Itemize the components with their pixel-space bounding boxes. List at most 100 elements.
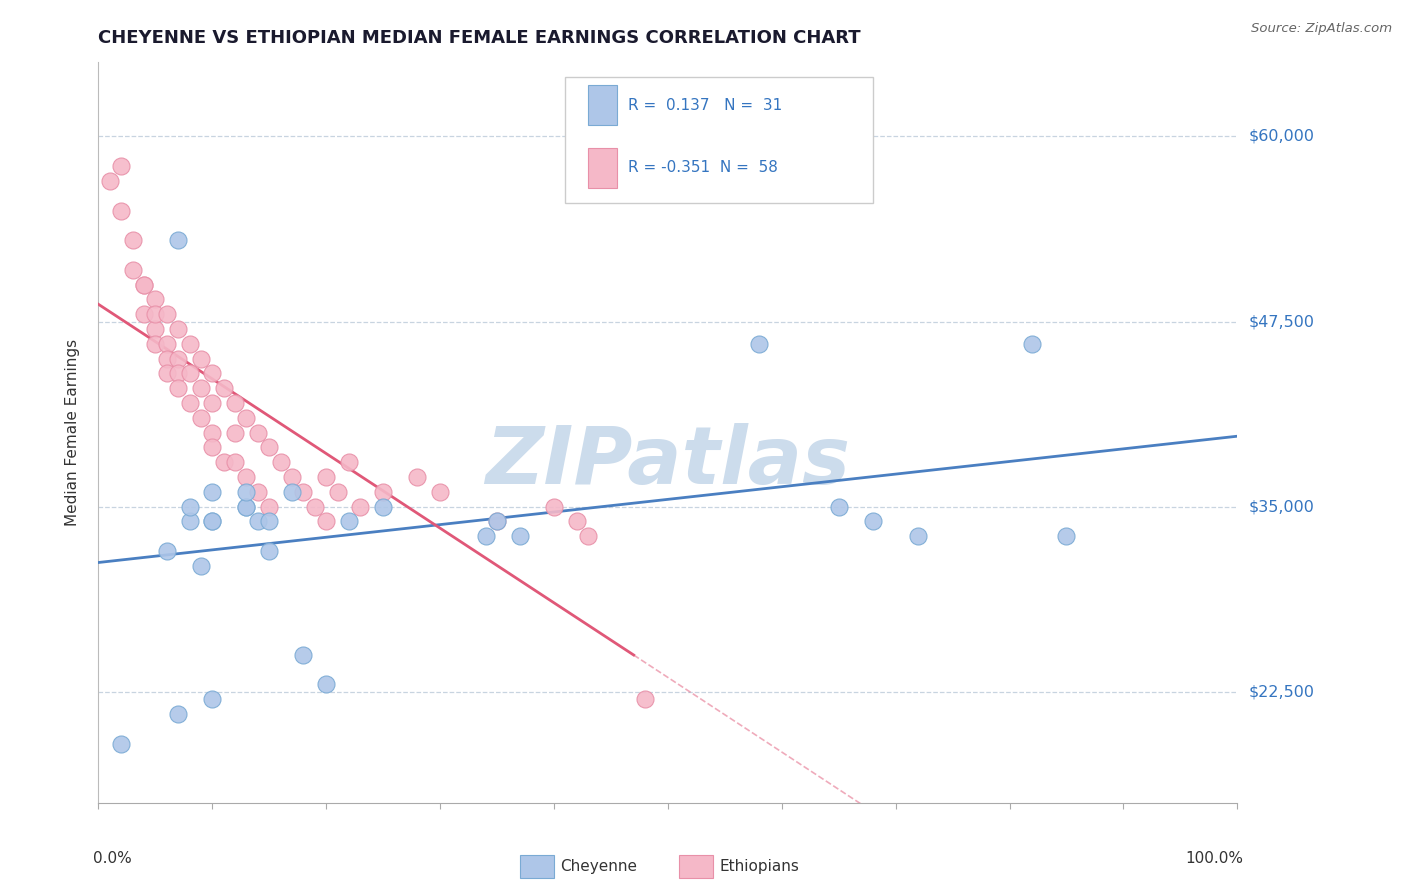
Point	[371, 500, 394, 514]
Text: CHEYENNE VS ETHIOPIAN MEDIAN FEMALE EARNINGS CORRELATION CHART: CHEYENNE VS ETHIOPIAN MEDIAN FEMALE EARN…	[98, 29, 860, 47]
Point	[1054, 529, 1078, 543]
Point	[132, 277, 155, 292]
Point	[235, 484, 257, 499]
Point	[156, 367, 179, 381]
Point	[145, 307, 167, 321]
Point	[315, 470, 337, 484]
Point	[156, 307, 179, 321]
Point	[576, 529, 599, 543]
Point	[224, 396, 246, 410]
Point	[110, 737, 132, 751]
FancyBboxPatch shape	[679, 855, 713, 879]
Point	[281, 470, 304, 484]
FancyBboxPatch shape	[588, 147, 617, 188]
Point	[179, 336, 201, 351]
Text: R = -0.351  N =  58: R = -0.351 N = 58	[628, 161, 778, 176]
FancyBboxPatch shape	[588, 85, 617, 126]
Point	[121, 233, 143, 247]
Point	[167, 381, 190, 395]
Point	[201, 425, 224, 440]
Point	[190, 558, 212, 573]
Point	[304, 500, 326, 514]
Point	[235, 500, 257, 514]
Text: 0.0%: 0.0%	[93, 851, 132, 866]
Point	[337, 515, 360, 529]
Point	[110, 203, 132, 218]
Text: R =  0.137   N =  31: R = 0.137 N = 31	[628, 97, 782, 112]
Point	[634, 692, 657, 706]
Point	[235, 500, 257, 514]
Point	[132, 307, 155, 321]
Point	[201, 367, 224, 381]
Point	[190, 351, 212, 366]
Point	[246, 515, 269, 529]
Point	[281, 484, 304, 499]
Point	[201, 515, 224, 529]
Point	[132, 277, 155, 292]
Point	[224, 425, 246, 440]
Point	[156, 336, 179, 351]
Point	[190, 381, 212, 395]
Point	[201, 692, 224, 706]
Text: $35,000: $35,000	[1249, 500, 1315, 514]
Point	[212, 381, 235, 395]
Point	[167, 322, 190, 336]
Point	[543, 500, 565, 514]
Point	[509, 529, 531, 543]
Point	[110, 159, 132, 173]
FancyBboxPatch shape	[520, 855, 554, 879]
Point	[235, 410, 257, 425]
Point	[349, 500, 371, 514]
Text: Cheyenne: Cheyenne	[560, 859, 637, 874]
Point	[156, 544, 179, 558]
Point	[371, 484, 394, 499]
Point	[429, 484, 451, 499]
Point	[167, 706, 190, 721]
Text: $47,500: $47,500	[1249, 314, 1315, 329]
Point	[1021, 336, 1043, 351]
Point	[292, 648, 315, 662]
Point	[201, 396, 224, 410]
Point	[270, 455, 292, 469]
Point	[190, 410, 212, 425]
Point	[315, 677, 337, 691]
Point	[259, 441, 281, 455]
Point	[145, 336, 167, 351]
Text: ZIPatlas: ZIPatlas	[485, 423, 851, 501]
Point	[167, 233, 190, 247]
Point	[474, 529, 496, 543]
Point	[565, 515, 588, 529]
Point	[259, 500, 281, 514]
Text: Ethiopians: Ethiopians	[718, 859, 799, 874]
Point	[121, 262, 143, 277]
Point	[326, 484, 349, 499]
Point	[98, 174, 121, 188]
Point	[167, 367, 190, 381]
Point	[486, 515, 509, 529]
Point	[292, 484, 315, 499]
Point	[201, 484, 224, 499]
Point	[179, 396, 201, 410]
Point	[156, 351, 179, 366]
FancyBboxPatch shape	[565, 78, 873, 203]
Point	[246, 425, 269, 440]
Point	[259, 544, 281, 558]
Point	[235, 470, 257, 484]
Point	[337, 455, 360, 469]
Point	[179, 367, 201, 381]
Point	[179, 515, 201, 529]
Point	[486, 515, 509, 529]
Text: Source: ZipAtlas.com: Source: ZipAtlas.com	[1251, 22, 1392, 36]
Point	[145, 322, 167, 336]
Point	[201, 441, 224, 455]
Point	[315, 515, 337, 529]
Point	[167, 351, 190, 366]
Point	[907, 529, 929, 543]
Point	[212, 455, 235, 469]
Point	[246, 484, 269, 499]
Point	[406, 470, 429, 484]
Text: $22,500: $22,500	[1249, 684, 1315, 699]
Point	[748, 336, 770, 351]
Text: $60,000: $60,000	[1249, 129, 1315, 144]
Point	[224, 455, 246, 469]
